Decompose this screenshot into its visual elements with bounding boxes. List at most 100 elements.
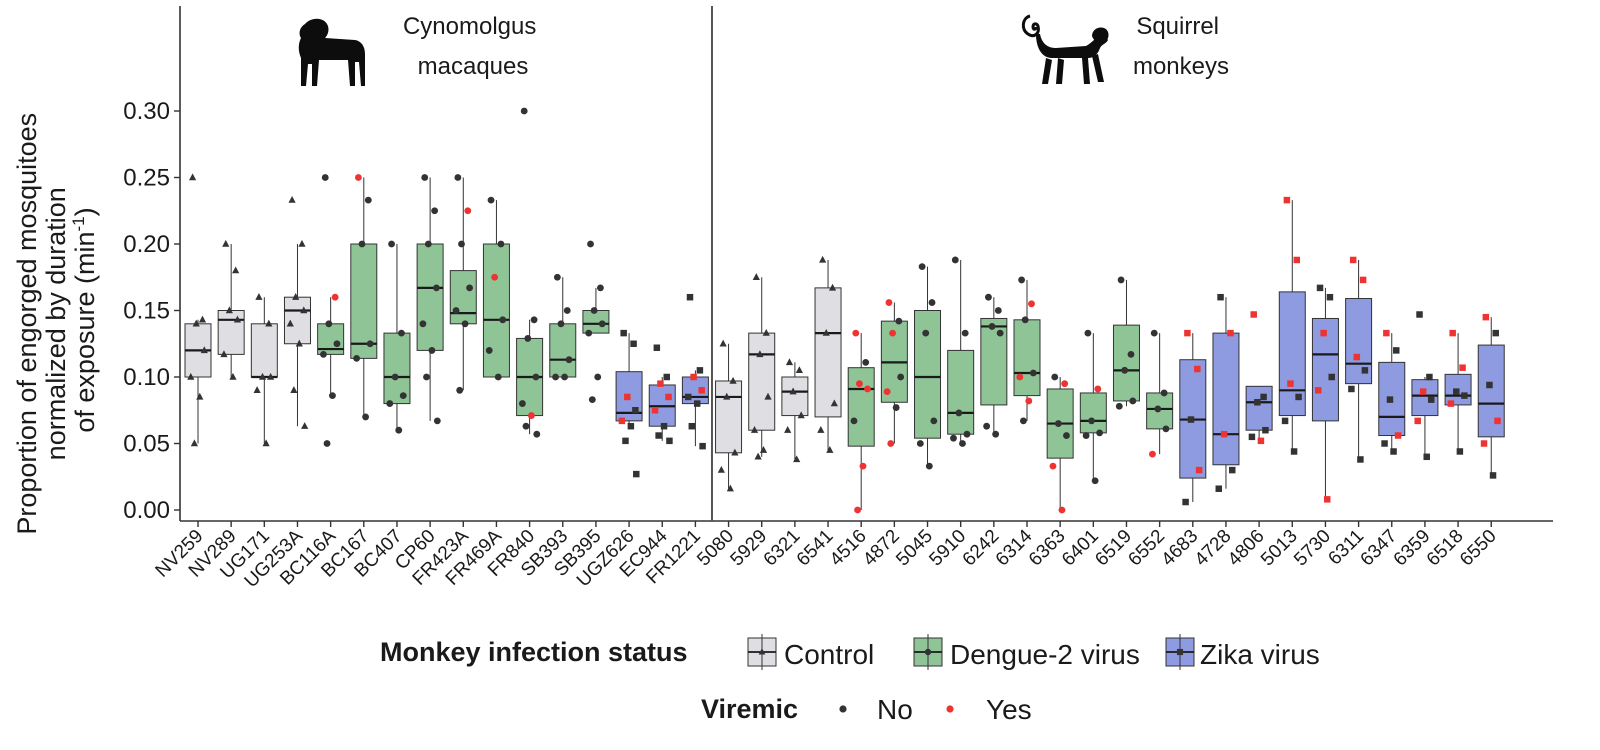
- data-point: [321, 174, 329, 181]
- data-point: [859, 462, 867, 470]
- box-6347: [1378, 329, 1406, 455]
- data-point: [590, 307, 598, 314]
- data-point: [1427, 396, 1435, 403]
- data-point: [295, 339, 303, 347]
- box-body: [1013, 319, 1041, 397]
- box-body: [449, 270, 477, 325]
- data-point: [785, 358, 794, 366]
- data-point: [1049, 462, 1057, 470]
- data-point: [424, 240, 432, 248]
- data-point: [1195, 466, 1203, 474]
- data-point: [1492, 329, 1499, 337]
- data-point: [959, 440, 966, 447]
- data-point: [1150, 329, 1158, 337]
- data-point: [793, 455, 801, 463]
- data-point: [651, 407, 659, 414]
- data-point: [764, 392, 772, 400]
- data-point: [192, 319, 200, 327]
- box-6552: [1146, 329, 1174, 458]
- data-point: [198, 315, 207, 323]
- data-point: [1423, 453, 1430, 461]
- box-5730: [1311, 284, 1339, 503]
- data-point: [1293, 256, 1301, 264]
- data-point: [897, 373, 905, 381]
- data-point: [797, 411, 805, 419]
- box-6311: [1345, 256, 1373, 463]
- data-point: [762, 328, 770, 336]
- data-point: [1486, 381, 1493, 389]
- data-point: [233, 315, 242, 323]
- data-point: [454, 174, 462, 181]
- data-point: [395, 426, 403, 434]
- data-point: [1390, 448, 1397, 455]
- data-point: [918, 263, 926, 271]
- y-tick-label: 0.05: [123, 431, 170, 458]
- data-point: [1262, 426, 1269, 434]
- data-point: [916, 440, 924, 447]
- x-tick-label: 6541: [793, 526, 838, 571]
- data-point: [889, 329, 896, 337]
- box-NV289: [217, 239, 245, 380]
- data-point: [1419, 388, 1427, 395]
- data-point: [190, 439, 198, 447]
- data-point: [854, 506, 862, 514]
- data-point: [1160, 389, 1168, 397]
- data-point: [1217, 293, 1224, 301]
- data-point: [532, 373, 540, 381]
- x-tick-label: 6311: [1324, 526, 1368, 570]
- data-point: [1461, 392, 1468, 399]
- legend-key-zika: [1165, 634, 1195, 670]
- data-point: [895, 317, 903, 325]
- box-body: [914, 310, 942, 439]
- legend-entry-zika: Zika virus: [1165, 634, 1320, 670]
- box-4872: [880, 299, 908, 447]
- data-point: [499, 316, 507, 324]
- data-point: [428, 346, 436, 354]
- box-4516: [847, 329, 875, 514]
- data-point: [618, 417, 626, 425]
- data-point: [660, 422, 668, 430]
- x-tick-label: 6347: [1357, 526, 1402, 571]
- data-point: [1489, 472, 1497, 479]
- data-point: [930, 417, 938, 425]
- data-point: [1127, 350, 1135, 358]
- data-point: [561, 373, 568, 381]
- data-point: [452, 307, 460, 314]
- data-point: [1453, 388, 1460, 395]
- box-6519: [1112, 276, 1140, 410]
- box-5045: [914, 263, 942, 470]
- legend-title-viremic: Viremic: [701, 694, 798, 724]
- box-FR1221: [681, 293, 709, 450]
- data-point: [1019, 417, 1027, 425]
- x-tick-label: 5929: [727, 526, 772, 571]
- data-point: [992, 430, 1000, 438]
- y-axis-title-line-3: of exposure (min-1): [69, 207, 100, 432]
- x-tick-label: 4683: [1158, 526, 1203, 571]
- data-point: [663, 373, 670, 381]
- box-6550: [1477, 313, 1505, 479]
- x-tick-label: 5013: [1257, 526, 1302, 571]
- data-point: [892, 404, 900, 412]
- box-6518: [1444, 329, 1472, 455]
- data-point: [530, 316, 538, 324]
- x-tick-label: 4516: [826, 526, 871, 571]
- data-point: [487, 196, 495, 204]
- legend-key-control: [747, 634, 777, 670]
- facet-title-squirrel-line-2: monkeys: [1133, 53, 1229, 80]
- macaque-icon: [298, 18, 365, 86]
- box-CP60: [416, 174, 444, 425]
- data-point: [362, 413, 370, 421]
- data-point: [864, 385, 871, 393]
- data-point: [1054, 420, 1062, 427]
- box-4728: [1212, 293, 1240, 492]
- data-point: [494, 373, 502, 381]
- data-point: [1359, 276, 1367, 284]
- box-body: [250, 323, 278, 378]
- data-point: [1028, 300, 1035, 308]
- data-point: [229, 372, 237, 380]
- y-tick-label: 0.30: [123, 98, 170, 125]
- data-point: [398, 329, 405, 337]
- data-point: [666, 437, 673, 445]
- data-point: [951, 256, 959, 264]
